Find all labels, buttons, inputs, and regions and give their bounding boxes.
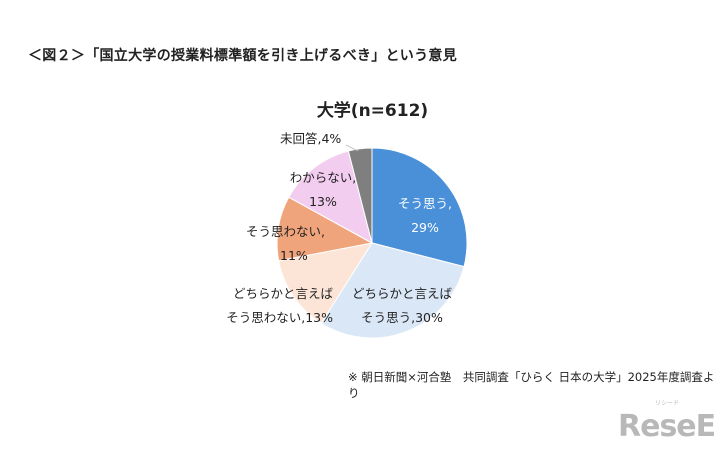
- label-line: どちらかと言えば: [352, 286, 453, 301]
- slice-label-agree: そう思う, 29%: [380, 192, 470, 240]
- leader-line: [345, 144, 359, 152]
- chart-title: 大学(n=612): [316, 101, 429, 121]
- pie-slice-dont-know: [288, 150, 373, 244]
- source-note: ※ 朝日新聞×河合塾 共同調査「ひらく 日本の大学」2025年度調査より: [348, 370, 715, 400]
- label-line: そう思わない,13%: [226, 310, 333, 325]
- label-line: そう思う,: [398, 196, 452, 211]
- pie-slice-somewhat-disagree: [278, 242, 374, 324]
- pie-slice-agree: [371, 147, 468, 268]
- pie-slice-no-answer: [347, 147, 373, 244]
- slice-label-disagree: そう思わない, 11%: [246, 220, 325, 268]
- pie-slice-somewhat-agree: [320, 242, 465, 339]
- label-line: そう思う,30%: [361, 310, 443, 325]
- logo-text: ReseEd: [618, 409, 715, 444]
- label-line: どちらかと言えば: [232, 286, 333, 301]
- label-line: 29%: [411, 220, 439, 235]
- label-line: 未回答,4%: [280, 131, 342, 146]
- slice-label-no-answer: 未回答,4%: [280, 127, 341, 151]
- slice-label-somewhat-agree: どちらかと言えば そう思う,30%: [352, 282, 452, 330]
- pie-slice-disagree: [276, 196, 374, 262]
- figure-title: ＜図２＞「国立大学の授業料標準額を引き上げるべき」という意見: [28, 48, 457, 64]
- slice-label-dont-know: わからない, 13%: [283, 166, 363, 214]
- label-line: 11%: [280, 248, 308, 263]
- reseed-logo: ReseEd: [618, 410, 715, 444]
- label-line: わからない,: [289, 170, 357, 185]
- slice-label-somewhat-disagree: どちらかと言えば そう思わない,13%: [226, 282, 333, 330]
- label-line: そう思わない,: [246, 224, 325, 239]
- label-line: 13%: [309, 194, 337, 209]
- logo-ruby: リシード: [655, 400, 680, 407]
